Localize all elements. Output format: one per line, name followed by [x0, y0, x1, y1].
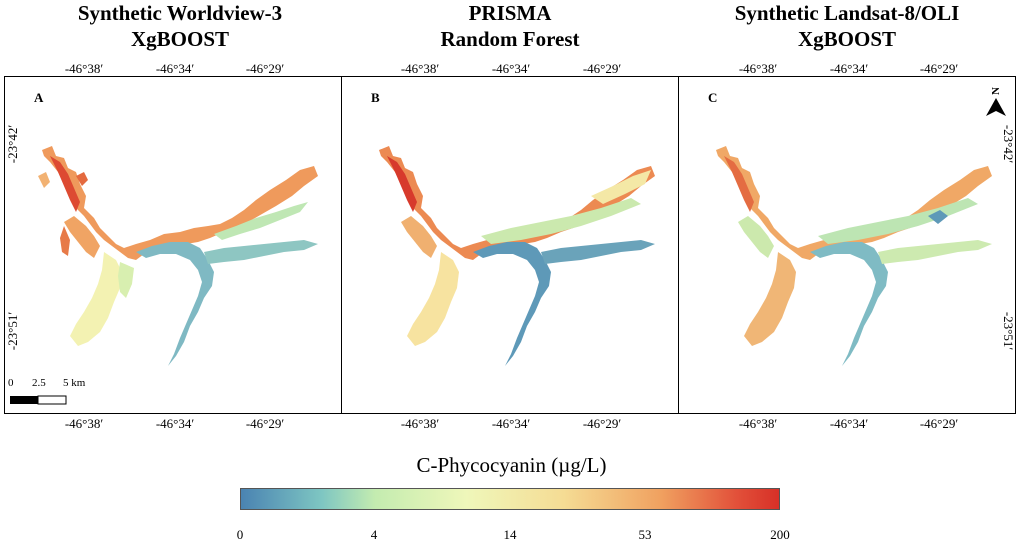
top-lon-tick: -46°38′ — [400, 61, 440, 76]
bottom-lon-tick: -46°38′ — [64, 416, 104, 431]
bottom-lon-tick: -46°38′ — [400, 416, 440, 431]
panel-a-title-line1: Synthetic Worldview-3 — [77, 1, 283, 25]
top-lon-tick: -46°38′ — [738, 61, 778, 76]
top-lon-tick: -46°29′ — [245, 61, 285, 76]
panel-c-title: Synthetic Landsat-8/OLI XgBOOST — [677, 0, 1017, 52]
panel-b-title-line1: PRISMA — [468, 1, 552, 25]
reservoir-shape-a — [38, 146, 318, 366]
panel-b-title: PRISMA Random Forest — [340, 0, 680, 52]
bottom-lon-tick: -46°29′ — [582, 416, 622, 431]
panel-c-title-line1: Synthetic Landsat-8/OLI — [734, 1, 960, 25]
colorbar-label: 0 — [236, 527, 244, 542]
top-lon-tick: -46°29′ — [582, 61, 622, 76]
top-lon-tick: -46°34′ — [829, 61, 869, 76]
colorbar-label: 4 — [370, 527, 378, 542]
colorbar-label: 14 — [503, 527, 517, 542]
colorbar-label: 53 — [638, 527, 652, 542]
north-label: N — [989, 87, 1002, 95]
scale-bar-mid: 2.5 — [32, 377, 46, 389]
bottom-lon-tick: -46°29′ — [245, 416, 285, 431]
colorbar — [240, 488, 780, 510]
reservoir-shape-c — [716, 146, 992, 366]
map-frame-c — [678, 76, 1016, 414]
top-lon-tick: -46°34′ — [491, 61, 531, 76]
reservoir-map-c — [716, 98, 1006, 366]
panel-a-title-line2: XgBOOST — [130, 27, 230, 51]
panel-c-title-line2: XgBOOST — [797, 27, 897, 51]
reservoir-map-b — [379, 146, 655, 366]
bottom-lon-tick: -46°38′ — [738, 416, 778, 431]
top-lon-tick: -46°38′ — [64, 61, 104, 76]
colorbar-label: 200 — [770, 527, 790, 542]
panel-b-title-line2: Random Forest — [440, 27, 580, 51]
panel-a-title: Synthetic Worldview-3 XgBOOST — [10, 0, 350, 52]
top-lon-tick: -46°34′ — [155, 61, 195, 76]
panel-c-letter: C — [708, 90, 718, 105]
reservoir-map-a — [10, 146, 318, 405]
panel-a-letter: A — [34, 90, 44, 105]
scale-bar — [10, 395, 67, 405]
bottom-lon-tick: -46°29′ — [919, 416, 959, 431]
bottom-lon-tick: -46°34′ — [155, 416, 195, 431]
bottom-lon-tick: -46°34′ — [829, 416, 869, 431]
reservoir-shape-b — [379, 146, 655, 366]
panel-b-letter: B — [371, 90, 380, 105]
scale-bar-end: 5 km — [63, 377, 86, 389]
scale-bar-zero: 0 — [8, 377, 14, 389]
legend-title: C-Phycocyanin (µg/L) — [416, 453, 607, 477]
top-lon-tick: -46°29′ — [919, 61, 959, 76]
north-arrow-icon — [986, 98, 1006, 116]
bottom-lon-tick: -46°34′ — [491, 416, 531, 431]
